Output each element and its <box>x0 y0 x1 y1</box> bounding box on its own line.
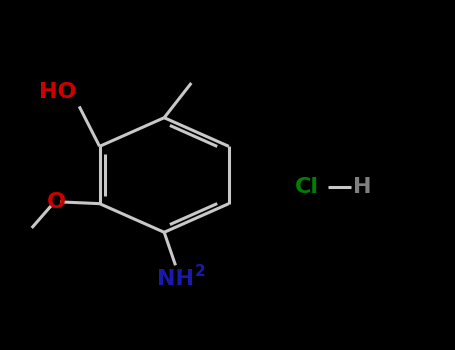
Text: HO: HO <box>40 82 77 102</box>
Text: NH: NH <box>157 269 194 289</box>
Text: 2: 2 <box>194 264 205 279</box>
Text: Cl: Cl <box>295 177 319 197</box>
Text: H: H <box>353 177 371 197</box>
Text: O: O <box>47 192 66 212</box>
